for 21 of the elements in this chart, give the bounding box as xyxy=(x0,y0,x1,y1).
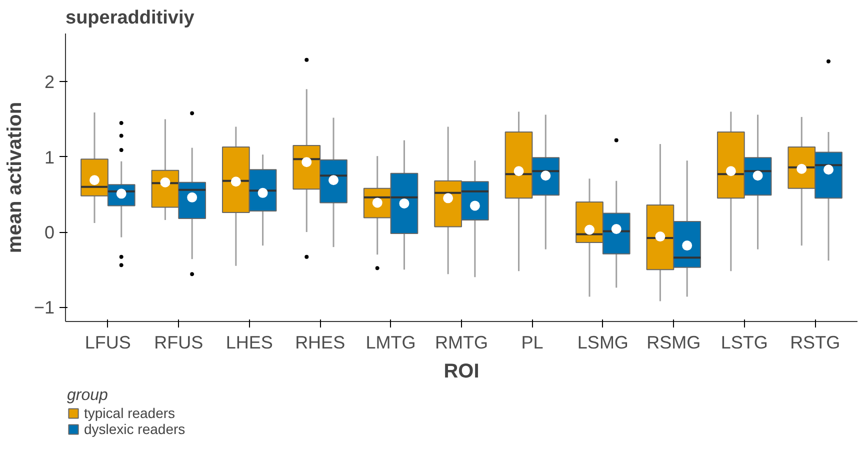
y-tick-label: −1 xyxy=(34,298,55,318)
x-axis-title: ROI xyxy=(444,360,480,382)
y-tick-label: 0 xyxy=(44,222,55,243)
x-tick-label: LSTG xyxy=(720,332,768,352)
x-tick-label: LHES xyxy=(226,332,273,352)
y-tick-label: 2 xyxy=(44,72,55,92)
x-tick-label: PL xyxy=(521,332,544,352)
y-tick-label: 1 xyxy=(44,147,55,168)
chart-title: superadditiviy xyxy=(66,8,195,28)
x-tick-label: RHES xyxy=(295,332,346,352)
legend-label: typical readers xyxy=(84,405,176,421)
x-tick-label: LSMG xyxy=(577,332,628,352)
x-tick-label: RFUS xyxy=(154,332,204,352)
x-tick-label: LMTG xyxy=(366,332,416,352)
x-tick-label: RMTG xyxy=(435,332,488,352)
y-axis-title: mean activation xyxy=(4,102,26,254)
x-tick-label: RSMG xyxy=(646,332,701,352)
x-tick-label: LFUS xyxy=(84,332,131,352)
legend-label: dyslexic readers xyxy=(84,421,186,437)
legend-title: group xyxy=(67,387,109,405)
x-tick-label: RSTG xyxy=(790,332,840,352)
